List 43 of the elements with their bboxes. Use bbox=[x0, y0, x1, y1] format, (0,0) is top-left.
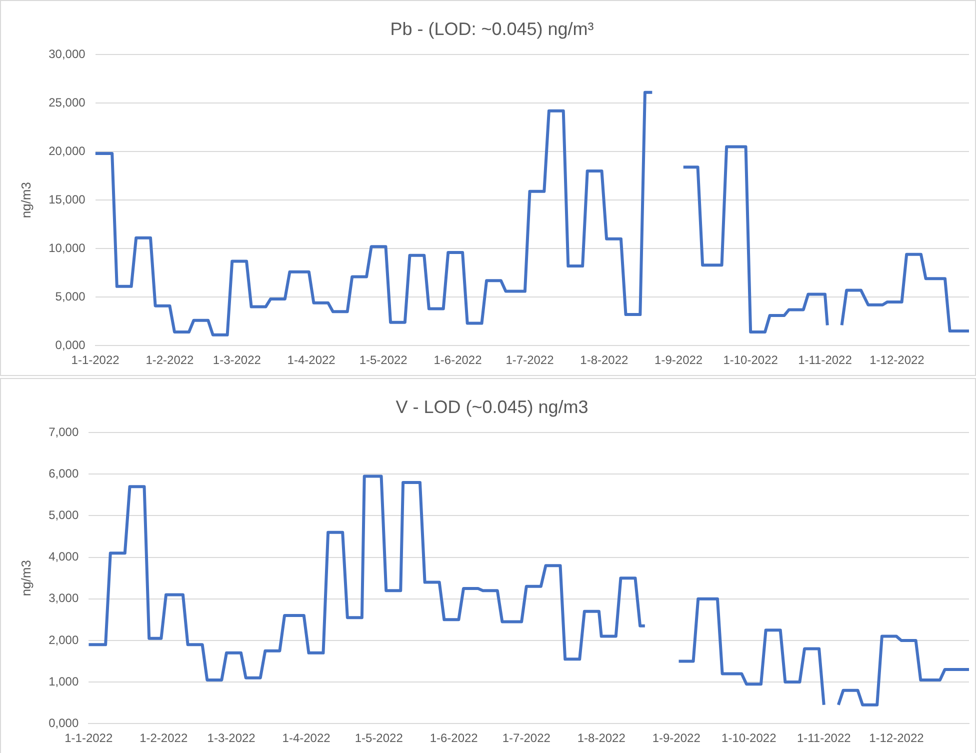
x-tick-label: 1-10-2022 bbox=[722, 731, 777, 746]
y-tick-label: 3,000 bbox=[48, 591, 79, 606]
x-tick-label: 1-5-2022 bbox=[354, 731, 404, 746]
x-tick-label: 1-7-2022 bbox=[506, 353, 554, 368]
y-tick-label: 0,000 bbox=[48, 716, 79, 730]
x-tick-label: 1-7-2022 bbox=[502, 731, 551, 746]
x-tick-label: 1-6-2022 bbox=[430, 731, 478, 746]
y-tick-label: 1,000 bbox=[48, 674, 79, 688]
y-tick-label: 0,000 bbox=[55, 338, 86, 352]
y-axis-title: ng/m3 bbox=[18, 182, 34, 218]
x-tick-label: 1-4-2022 bbox=[282, 731, 331, 746]
x-tick-label: 1-3-2022 bbox=[212, 353, 262, 368]
x-tick-label: 1-1-2022 bbox=[71, 353, 120, 368]
x-tick-label: 1-3-2022 bbox=[207, 731, 256, 746]
y-tick-label: 30,000 bbox=[48, 46, 86, 61]
x-tick-label: 1-12-2022 bbox=[869, 731, 924, 746]
x-tick-label: 1-11-2022 bbox=[798, 353, 852, 368]
x-tick-label: 1-6-2022 bbox=[434, 353, 482, 368]
y-tick-label: 15,000 bbox=[48, 192, 86, 206]
x-tick-label: 1-5-2022 bbox=[359, 353, 408, 368]
y-tick-label: 7,000 bbox=[48, 424, 79, 439]
x-tick-label: 1-1-2022 bbox=[64, 731, 113, 746]
x-tick-label: 1-10-2022 bbox=[723, 353, 778, 368]
y-axis-title: ng/m3 bbox=[18, 560, 34, 596]
y-tick-label: 5,000 bbox=[55, 289, 86, 304]
y-tick-label: 10,000 bbox=[48, 240, 86, 255]
x-tick-label: 1-9-2022 bbox=[654, 353, 703, 368]
x-tick-label: 1-12-2022 bbox=[870, 353, 925, 368]
x-tick-label: 1-11-2022 bbox=[796, 731, 852, 746]
chart-title: V - LOD (~0.045) ng/m3 bbox=[396, 396, 588, 417]
y-tick-label: 5,000 bbox=[48, 508, 79, 522]
chart-title: Pb - (LOD: ~0.045) ng/m³ bbox=[390, 18, 594, 39]
x-tick-label: 1-2-2022 bbox=[140, 731, 188, 746]
y-tick-label: 20,000 bbox=[48, 144, 86, 158]
y-tick-label: 4,000 bbox=[48, 550, 79, 564]
y-tick-label: 2,000 bbox=[48, 632, 79, 647]
x-tick-label: 1-8-2022 bbox=[580, 353, 628, 368]
x-tick-label: 1-2-2022 bbox=[146, 353, 194, 368]
x-tick-label: 1-4-2022 bbox=[287, 353, 336, 368]
y-tick-label: 6,000 bbox=[48, 466, 79, 480]
x-tick-label: 1-8-2022 bbox=[577, 731, 626, 746]
x-tick-label: 1-9-2022 bbox=[652, 731, 701, 746]
y-tick-label: 25,000 bbox=[48, 95, 86, 110]
